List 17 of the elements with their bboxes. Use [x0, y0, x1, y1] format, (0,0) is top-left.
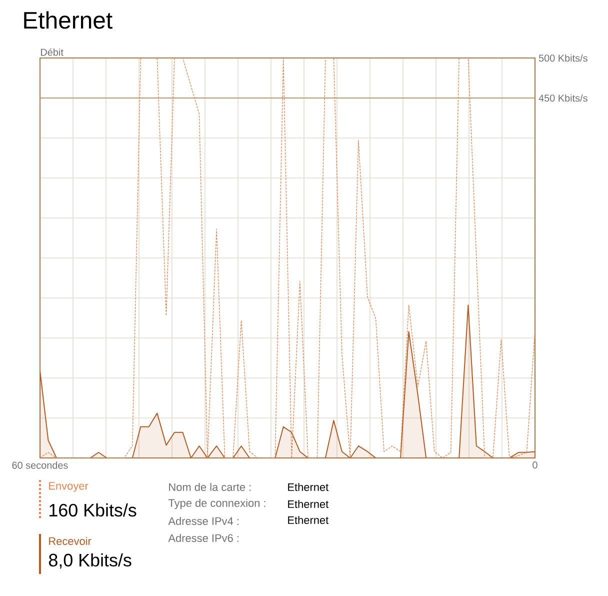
- text: Ethernet: [288, 500, 329, 508]
- x-tick-label: 0: [532, 462, 538, 469]
- y-axis-title: Débit: [41, 48, 64, 56]
- text: Recevoir: [49, 536, 92, 546]
- chart-title: Ethernet: [24, 11, 112, 29]
- y-tick-label: 450 Kbits/s: [538, 94, 588, 102]
- text: 8,0 Kbits/s: [48, 553, 132, 569]
- text: Adresse IPv6 :: [168, 534, 238, 542]
- text: Ethernet: [288, 482, 329, 492]
- text: Type de connexion :: [168, 498, 266, 510]
- text: Nom de la carte :: [169, 482, 251, 492]
- x-tick-label: 60 secondes: [12, 462, 68, 469]
- legend-label: Envoyer: [49, 482, 88, 492]
- y-tick-label: 500 Kbits/s: [538, 54, 588, 62]
- text: Adresse IPv4 :: [168, 516, 238, 526]
- text: 160 Kbits/s: [50, 503, 136, 517]
- text: Ethernet: [288, 516, 329, 524]
